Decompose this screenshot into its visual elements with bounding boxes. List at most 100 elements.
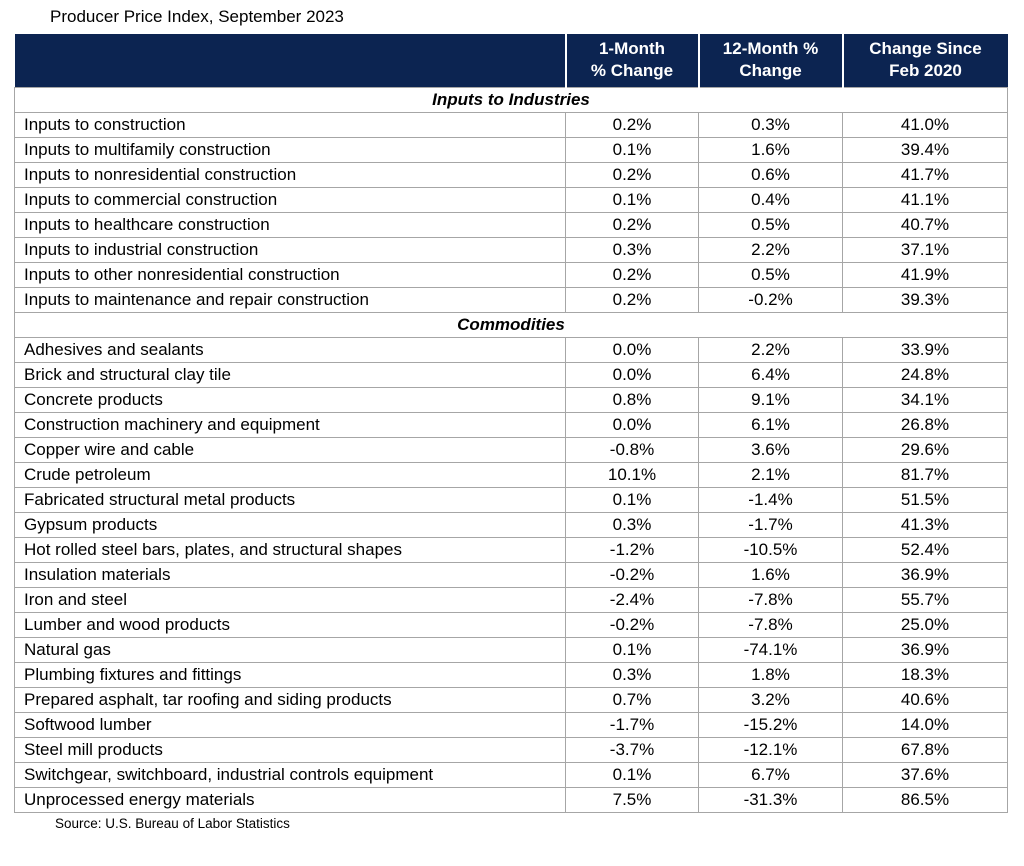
row-label: Inputs to healthcare construction <box>14 211 566 238</box>
row-value: 51.5% <box>842 486 1008 513</box>
column-header-blank <box>14 34 566 87</box>
row-value: 1.6% <box>698 561 843 588</box>
row-value: 52.4% <box>842 536 1008 563</box>
row-value: -1.4% <box>698 486 843 513</box>
row-value: 40.7% <box>842 211 1008 238</box>
row-value: -1.7% <box>565 711 699 738</box>
table-row: Construction machinery and equipment 0.0%… <box>14 411 1008 438</box>
row-value: 0.6% <box>698 161 843 188</box>
table-row: Lumber and wood products -0.2% -7.8% 25.0% <box>14 611 1008 638</box>
row-label: Natural gas <box>14 636 566 663</box>
row-value: 6.7% <box>698 761 843 788</box>
row-value: 26.8% <box>842 411 1008 438</box>
row-value: 41.9% <box>842 261 1008 288</box>
row-value: 7.5% <box>565 786 699 813</box>
column-header-12-month: 12-Month % Change <box>697 34 843 87</box>
row-label: Inputs to other nonresidential construct… <box>14 261 566 288</box>
row-value: 0.0% <box>565 361 699 388</box>
row-label: Inputs to commercial construction <box>14 186 566 213</box>
row-value: -0.8% <box>565 436 699 463</box>
row-value: 0.2% <box>565 286 699 313</box>
row-value: -1.2% <box>565 536 699 563</box>
row-value: 41.3% <box>842 511 1008 538</box>
row-value: 39.4% <box>842 136 1008 163</box>
row-value: 86.5% <box>842 786 1008 813</box>
section-header-row: Commodities <box>14 311 1008 338</box>
table-row: Brick and structural clay tile 0.0% 6.4% 24… <box>14 361 1008 388</box>
row-value: 2.2% <box>698 336 843 363</box>
row-value: 36.9% <box>842 561 1008 588</box>
row-value: 29.6% <box>842 436 1008 463</box>
row-value: -74.1% <box>698 636 843 663</box>
row-value: 55.7% <box>842 586 1008 613</box>
row-value: -3.7% <box>565 736 699 763</box>
column-header-1-month: 1-Month % Change <box>564 34 699 87</box>
table-body: Inputs to Industries Inputs to constructi… <box>14 86 1008 813</box>
row-value: 0.3% <box>565 661 699 688</box>
row-value: 41.7% <box>842 161 1008 188</box>
row-label: Brick and structural clay tile <box>14 361 566 388</box>
section-label: Commodities <box>14 311 1008 338</box>
row-value: 0.2% <box>565 211 699 238</box>
row-value: 39.3% <box>842 286 1008 313</box>
table-row: Iron and steel -2.4% -7.8% 55.7% <box>14 586 1008 613</box>
table-row: Inputs to commercial construction 0.1% 0.4… <box>14 186 1008 213</box>
row-value: 40.6% <box>842 686 1008 713</box>
table-row: Inputs to other nonresidential construct… <box>14 261 1008 288</box>
table-row: Softwood lumber -1.7% -15.2% 14.0% <box>14 711 1008 738</box>
table-row: Prepared asphalt, tar roofing and siding… <box>14 686 1008 713</box>
row-label: Hot rolled steel bars, plates, and struc… <box>14 536 566 563</box>
row-value: 2.1% <box>698 461 843 488</box>
row-value: 0.8% <box>565 386 699 413</box>
row-value: 6.4% <box>698 361 843 388</box>
table-row: Inputs to healthcare construction 0.2% 0.5… <box>14 211 1008 238</box>
table-row: Plumbing fixtures and fittings 0.3% 1.8% 18… <box>14 661 1008 688</box>
row-value: 0.3% <box>565 511 699 538</box>
row-label: Steel mill products <box>14 736 566 763</box>
row-value: 0.4% <box>698 186 843 213</box>
row-value: 37.6% <box>842 761 1008 788</box>
row-value: 0.1% <box>565 636 699 663</box>
row-value: 0.1% <box>565 486 699 513</box>
table-row: Inputs to industrial construction 0.3% 2.2… <box>14 236 1008 263</box>
row-value: 0.2% <box>565 161 699 188</box>
row-value: -15.2% <box>698 711 843 738</box>
row-value: -31.3% <box>698 786 843 813</box>
table-row: Natural gas 0.1% -74.1% 36.9% <box>14 636 1008 663</box>
table-row: Crude petroleum 10.1% 2.1% 81.7% <box>14 461 1008 488</box>
table-row: Inputs to construction 0.2% 0.3% 41.0% <box>14 111 1008 138</box>
table-row: Inputs to multifamily construction 0.1% 1.… <box>14 136 1008 163</box>
row-label: Adhesives and sealants <box>14 336 566 363</box>
row-value: -7.8% <box>698 611 843 638</box>
row-label: Insulation materials <box>14 561 566 588</box>
row-label: Construction machinery and equipment <box>14 411 566 438</box>
row-value: -12.1% <box>698 736 843 763</box>
row-value: -0.2% <box>565 611 699 638</box>
row-label: Switchgear, switchboard, industrial cont… <box>14 761 566 788</box>
table-row: Inputs to nonresidential construction 0.2… <box>14 161 1008 188</box>
row-value: 25.0% <box>842 611 1008 638</box>
table-row: Adhesives and sealants 0.0% 2.2% 33.9% <box>14 336 1008 363</box>
table-row: Switchgear, switchboard, industrial cont… <box>14 761 1008 788</box>
row-label: Prepared asphalt, tar roofing and siding… <box>14 686 566 713</box>
column-header-change-since-feb-2020: Change Since Feb 2020 <box>841 34 1008 87</box>
row-value: 6.1% <box>698 411 843 438</box>
table-row: Fabricated structural metal products 0.1%… <box>14 486 1008 513</box>
table-row: Steel mill products -3.7% -12.1% 67.8% <box>14 736 1008 763</box>
row-value: 41.1% <box>842 186 1008 213</box>
column-header-row: 1-Month % Change 12-Month % Change Chang… <box>14 34 1008 87</box>
row-value: 37.1% <box>842 236 1008 263</box>
row-label: Inputs to construction <box>14 111 566 138</box>
row-value: 0.1% <box>565 186 699 213</box>
source-note: Source: U.S. Bureau of Labor Statistics <box>55 815 290 831</box>
row-label: Softwood lumber <box>14 711 566 738</box>
row-value: -2.4% <box>565 586 699 613</box>
row-value: 1.8% <box>698 661 843 688</box>
row-value: 0.2% <box>565 111 699 138</box>
ppi-table: 1-Month % Change 12-Month % Change Chang… <box>14 34 1008 813</box>
table-row: Gypsum products 0.3% -1.7% 41.3% <box>14 511 1008 538</box>
table-row: Unprocessed energy materials 7.5% -31.3% 86… <box>14 786 1008 813</box>
row-value: 0.5% <box>698 211 843 238</box>
row-label: Crude petroleum <box>14 461 566 488</box>
row-value: 36.9% <box>842 636 1008 663</box>
